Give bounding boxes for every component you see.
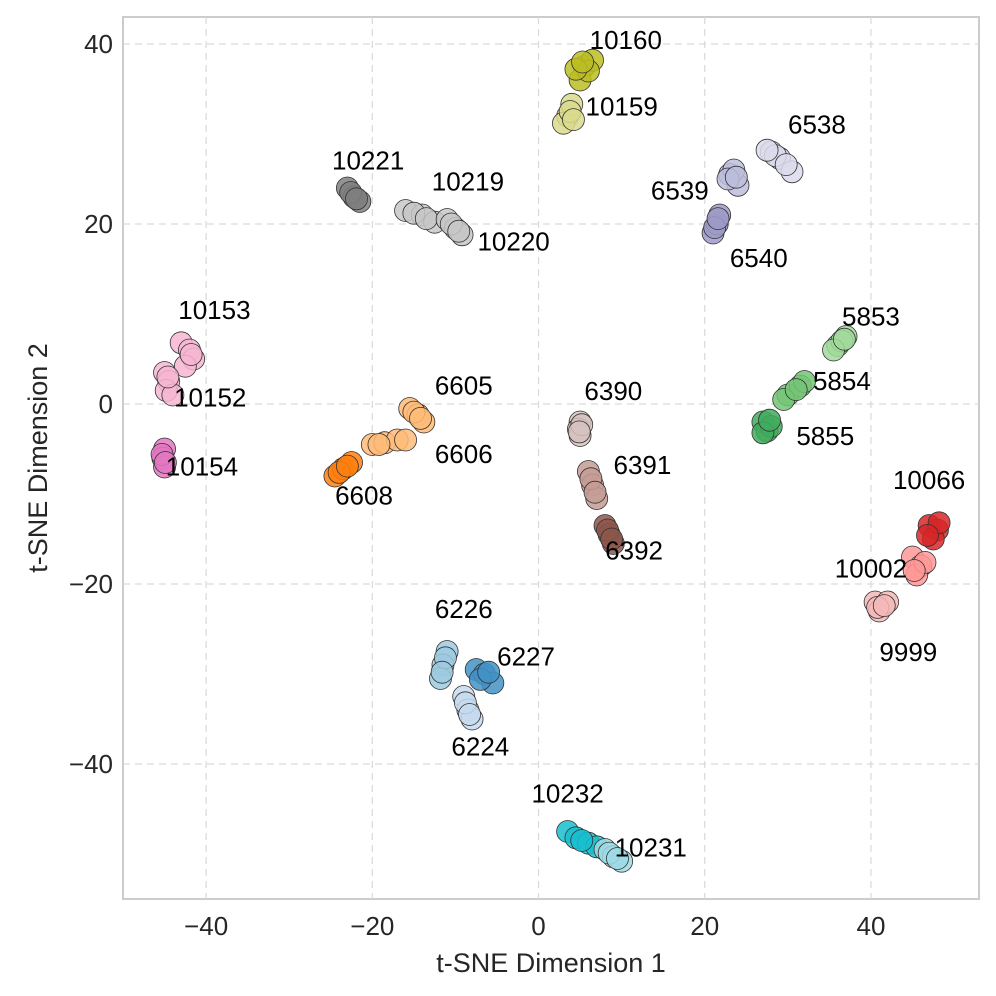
y-tick-label: −40 xyxy=(69,749,113,779)
cluster-label-10153: 10153 xyxy=(178,295,250,325)
x-axis-label: t-SNE Dimension 1 xyxy=(436,948,666,978)
point-10066 xyxy=(916,524,939,547)
cluster-label-5854: 5854 xyxy=(813,366,871,396)
cluster-label-6539: 6539 xyxy=(651,175,709,205)
cluster-label-6538: 6538 xyxy=(788,110,846,140)
point-10220 xyxy=(447,219,471,243)
cluster-label-6227: 6227 xyxy=(497,642,555,672)
y-axis-label: t-SNE Dimension 2 xyxy=(23,343,53,573)
point-6605 xyxy=(409,406,432,430)
cluster-label-10002: 10002 xyxy=(835,553,907,583)
point-6227 xyxy=(477,660,501,684)
point-6392 xyxy=(600,527,624,551)
cluster-label-10066: 10066 xyxy=(893,465,965,495)
cluster-label-6392: 6392 xyxy=(605,535,663,565)
point-6608 xyxy=(335,454,359,478)
cluster-label-6224: 6224 xyxy=(451,732,509,762)
y-tick-labels: −40 −20 0 20 40 xyxy=(69,29,113,779)
grid-lines xyxy=(123,17,979,899)
cluster-label-10152: 10152 xyxy=(174,382,246,412)
cluster-label-6605: 6605 xyxy=(435,371,493,401)
cluster-label-10221: 10221 xyxy=(332,146,404,176)
point-10221 xyxy=(345,187,368,211)
point-6538 xyxy=(755,138,779,162)
point-5855 xyxy=(758,408,781,432)
x-tick-labels: −40 −20 0 20 40 xyxy=(184,911,885,941)
point-10154 xyxy=(153,451,177,474)
point-6226 xyxy=(430,660,454,684)
plot-area xyxy=(122,16,980,900)
cluster-label-9999: 9999 xyxy=(879,637,937,667)
cluster-label-10219: 10219 xyxy=(432,166,504,196)
point-9999 xyxy=(872,594,896,617)
y-tick-label: −20 xyxy=(69,569,113,599)
point-10153 xyxy=(179,343,203,366)
point-6224 xyxy=(458,703,481,726)
point-10159 xyxy=(562,108,585,131)
cluster-label-10154: 10154 xyxy=(166,452,238,482)
cluster-label-6606: 6606 xyxy=(435,439,493,469)
x-tick-label: −40 xyxy=(184,911,228,941)
x-tick-label: 40 xyxy=(857,911,886,941)
point-10160 xyxy=(571,50,594,74)
cluster-label-6608: 6608 xyxy=(335,480,393,510)
point-6538 xyxy=(774,153,798,177)
point-10231 xyxy=(606,847,629,870)
cluster-label-10220: 10220 xyxy=(477,227,549,257)
point-6606 xyxy=(367,433,391,456)
point-10219 xyxy=(414,207,438,231)
point-5853 xyxy=(832,327,856,351)
point-5854 xyxy=(784,378,808,402)
cluster-label-10159: 10159 xyxy=(585,92,657,122)
point-10002 xyxy=(902,559,926,582)
x-tick-label: 20 xyxy=(690,911,719,941)
cluster-label-6391: 6391 xyxy=(613,450,671,480)
point-6606 xyxy=(394,428,417,452)
cluster-label-6226: 6226 xyxy=(435,594,493,624)
cluster-label-10231: 10231 xyxy=(615,832,687,862)
cluster-label-10232: 10232 xyxy=(531,778,603,808)
y-tick-label: 40 xyxy=(84,29,113,59)
point-10232 xyxy=(570,829,594,852)
cluster-label-6540: 6540 xyxy=(730,243,788,273)
y-tick-label: 0 xyxy=(99,389,113,419)
point-10152 xyxy=(156,365,180,389)
x-tick-label: −20 xyxy=(350,911,394,941)
cluster-labels: 10160 10159 6538 6539 6540 10221 10219 10220 101… xyxy=(166,25,965,862)
y-tick-label: 20 xyxy=(84,209,113,239)
x-tick-label: 0 xyxy=(531,911,545,941)
point-6390 xyxy=(567,420,591,444)
cluster-label-5855: 5855 xyxy=(796,421,854,451)
point-6391 xyxy=(583,480,607,504)
point-6540 xyxy=(706,207,730,231)
cluster-label-5853: 5853 xyxy=(842,301,900,331)
point-6539 xyxy=(724,165,748,189)
cluster-label-6390: 6390 xyxy=(584,376,642,406)
cluster-label-10160: 10160 xyxy=(590,25,662,55)
data-points xyxy=(150,48,951,873)
